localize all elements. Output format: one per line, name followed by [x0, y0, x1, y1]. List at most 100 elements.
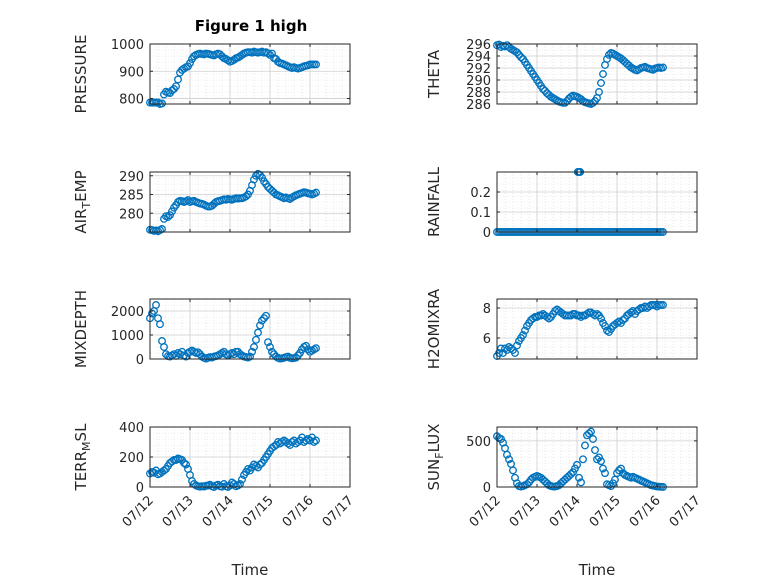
data-point: [573, 460, 581, 469]
x-tick-label: 07/14: [547, 493, 584, 530]
data-point: [529, 314, 537, 323]
y-tick-label: 292: [466, 62, 491, 77]
data-point: [601, 469, 609, 478]
data-point: [242, 192, 250, 201]
data-point: [180, 64, 188, 73]
data-point: [254, 328, 262, 337]
data-point: [595, 88, 603, 96]
data-point: [503, 450, 511, 459]
data-point: [519, 331, 527, 339]
data-point: [571, 310, 579, 318]
data-point: [250, 175, 258, 184]
data-point: [577, 313, 585, 321]
data-point: [523, 480, 531, 489]
data-point: [561, 98, 569, 107]
data-point: [268, 49, 276, 58]
data-point: [258, 173, 266, 182]
data-point: [160, 343, 168, 351]
data-point: [168, 207, 176, 216]
data-point: [264, 49, 272, 58]
data-point: [256, 321, 264, 330]
data-point: [619, 316, 627, 324]
data-point: [659, 301, 667, 309]
x-tick-label: 07/15: [240, 493, 277, 530]
data-point: [585, 429, 593, 438]
y-tick-label: 294: [466, 50, 491, 65]
data-point: [302, 436, 310, 445]
data-point: [513, 341, 521, 350]
x-tick-label: 07/13: [160, 493, 197, 530]
data-point: [507, 344, 515, 353]
subplot-3: 280 285 290 AIRTEMP: [72, 170, 351, 236]
y-tick-label: 800: [119, 93, 144, 108]
data-point: [603, 326, 611, 335]
data-point: [270, 442, 278, 451]
data-point: [597, 79, 605, 87]
data-point: [599, 464, 607, 473]
y-axis-label: AIRTEMP: [72, 170, 93, 233]
data-point: [266, 343, 274, 351]
data-point: [613, 319, 621, 327]
axes-box: [149, 298, 351, 360]
y-tick-label: 290: [466, 74, 491, 89]
data-point: [244, 190, 252, 199]
data-point: [635, 305, 643, 314]
data-point: [156, 320, 164, 329]
data-point: [659, 63, 667, 72]
y-tick-label: 0.1: [470, 206, 491, 221]
axes-box: [149, 171, 351, 233]
data-point: [244, 465, 252, 473]
y-tick-label: 6: [483, 332, 491, 347]
data-point: [166, 211, 174, 220]
x-axis-label: Time: [231, 561, 269, 579]
data-point: [597, 457, 605, 466]
y-axis-label: MIXDEPTH: [72, 290, 90, 368]
figure-title: Figure 1 high: [195, 17, 308, 35]
data-point: [515, 50, 523, 59]
subplot-4: 0 0.1 0.2 RAINFALL: [425, 166, 698, 241]
x-tick-label: 07/16: [627, 493, 664, 530]
data-point: [591, 311, 599, 320]
data-point: [589, 98, 597, 107]
axes-box: [496, 43, 698, 105]
data-point: [250, 343, 258, 351]
data-point: [511, 349, 519, 357]
data-point: [581, 441, 589, 450]
data-point: [312, 60, 320, 69]
data-point: [264, 338, 272, 347]
data-point: [168, 86, 176, 95]
subplot-7: 0 200 400 07/12 07/13 07/14 07/15 07/16 07/17 Tim…: [72, 421, 357, 579]
y-tick-label: 8: [483, 302, 491, 317]
data-point: [252, 335, 260, 344]
subplot-8: 0 500 07/12 07/13 07/14 07/15 07/16 07/17 Time SU…: [425, 424, 704, 579]
y-tick-label: 286: [466, 98, 491, 113]
y-axis-label: SUNFLUX: [425, 424, 446, 491]
x-tick-label: 07/14: [200, 493, 237, 530]
y-tick-label: 200: [119, 451, 144, 466]
data-point: [312, 436, 320, 445]
data-point: [238, 475, 246, 484]
data-point: [509, 466, 517, 475]
data-point: [172, 82, 180, 91]
x-tick-label: 07/17: [320, 493, 357, 530]
subplot-6: 6 8 H2OMIXRA: [425, 288, 698, 369]
y-axis-label: RAINFALL: [425, 166, 443, 237]
data-point: [194, 348, 202, 357]
data-point: [246, 352, 254, 361]
data-point: [591, 446, 599, 455]
x-tick-label: 07/17: [667, 493, 704, 530]
axes-box: [496, 426, 698, 488]
y-tick-label: 280: [119, 207, 144, 222]
data-point: [533, 313, 541, 321]
y-axis-label: H2OMIXRA: [425, 288, 443, 369]
data-point: [152, 301, 160, 309]
y-tick-label: 1000: [111, 329, 144, 344]
data-point: [579, 455, 587, 464]
y-tick-label: 500: [466, 435, 491, 450]
y-tick-label: 400: [119, 421, 144, 436]
axes-box: [149, 43, 351, 105]
data-point: [230, 55, 238, 64]
x-axis-label: Time: [578, 561, 616, 579]
data-point: [304, 435, 312, 443]
